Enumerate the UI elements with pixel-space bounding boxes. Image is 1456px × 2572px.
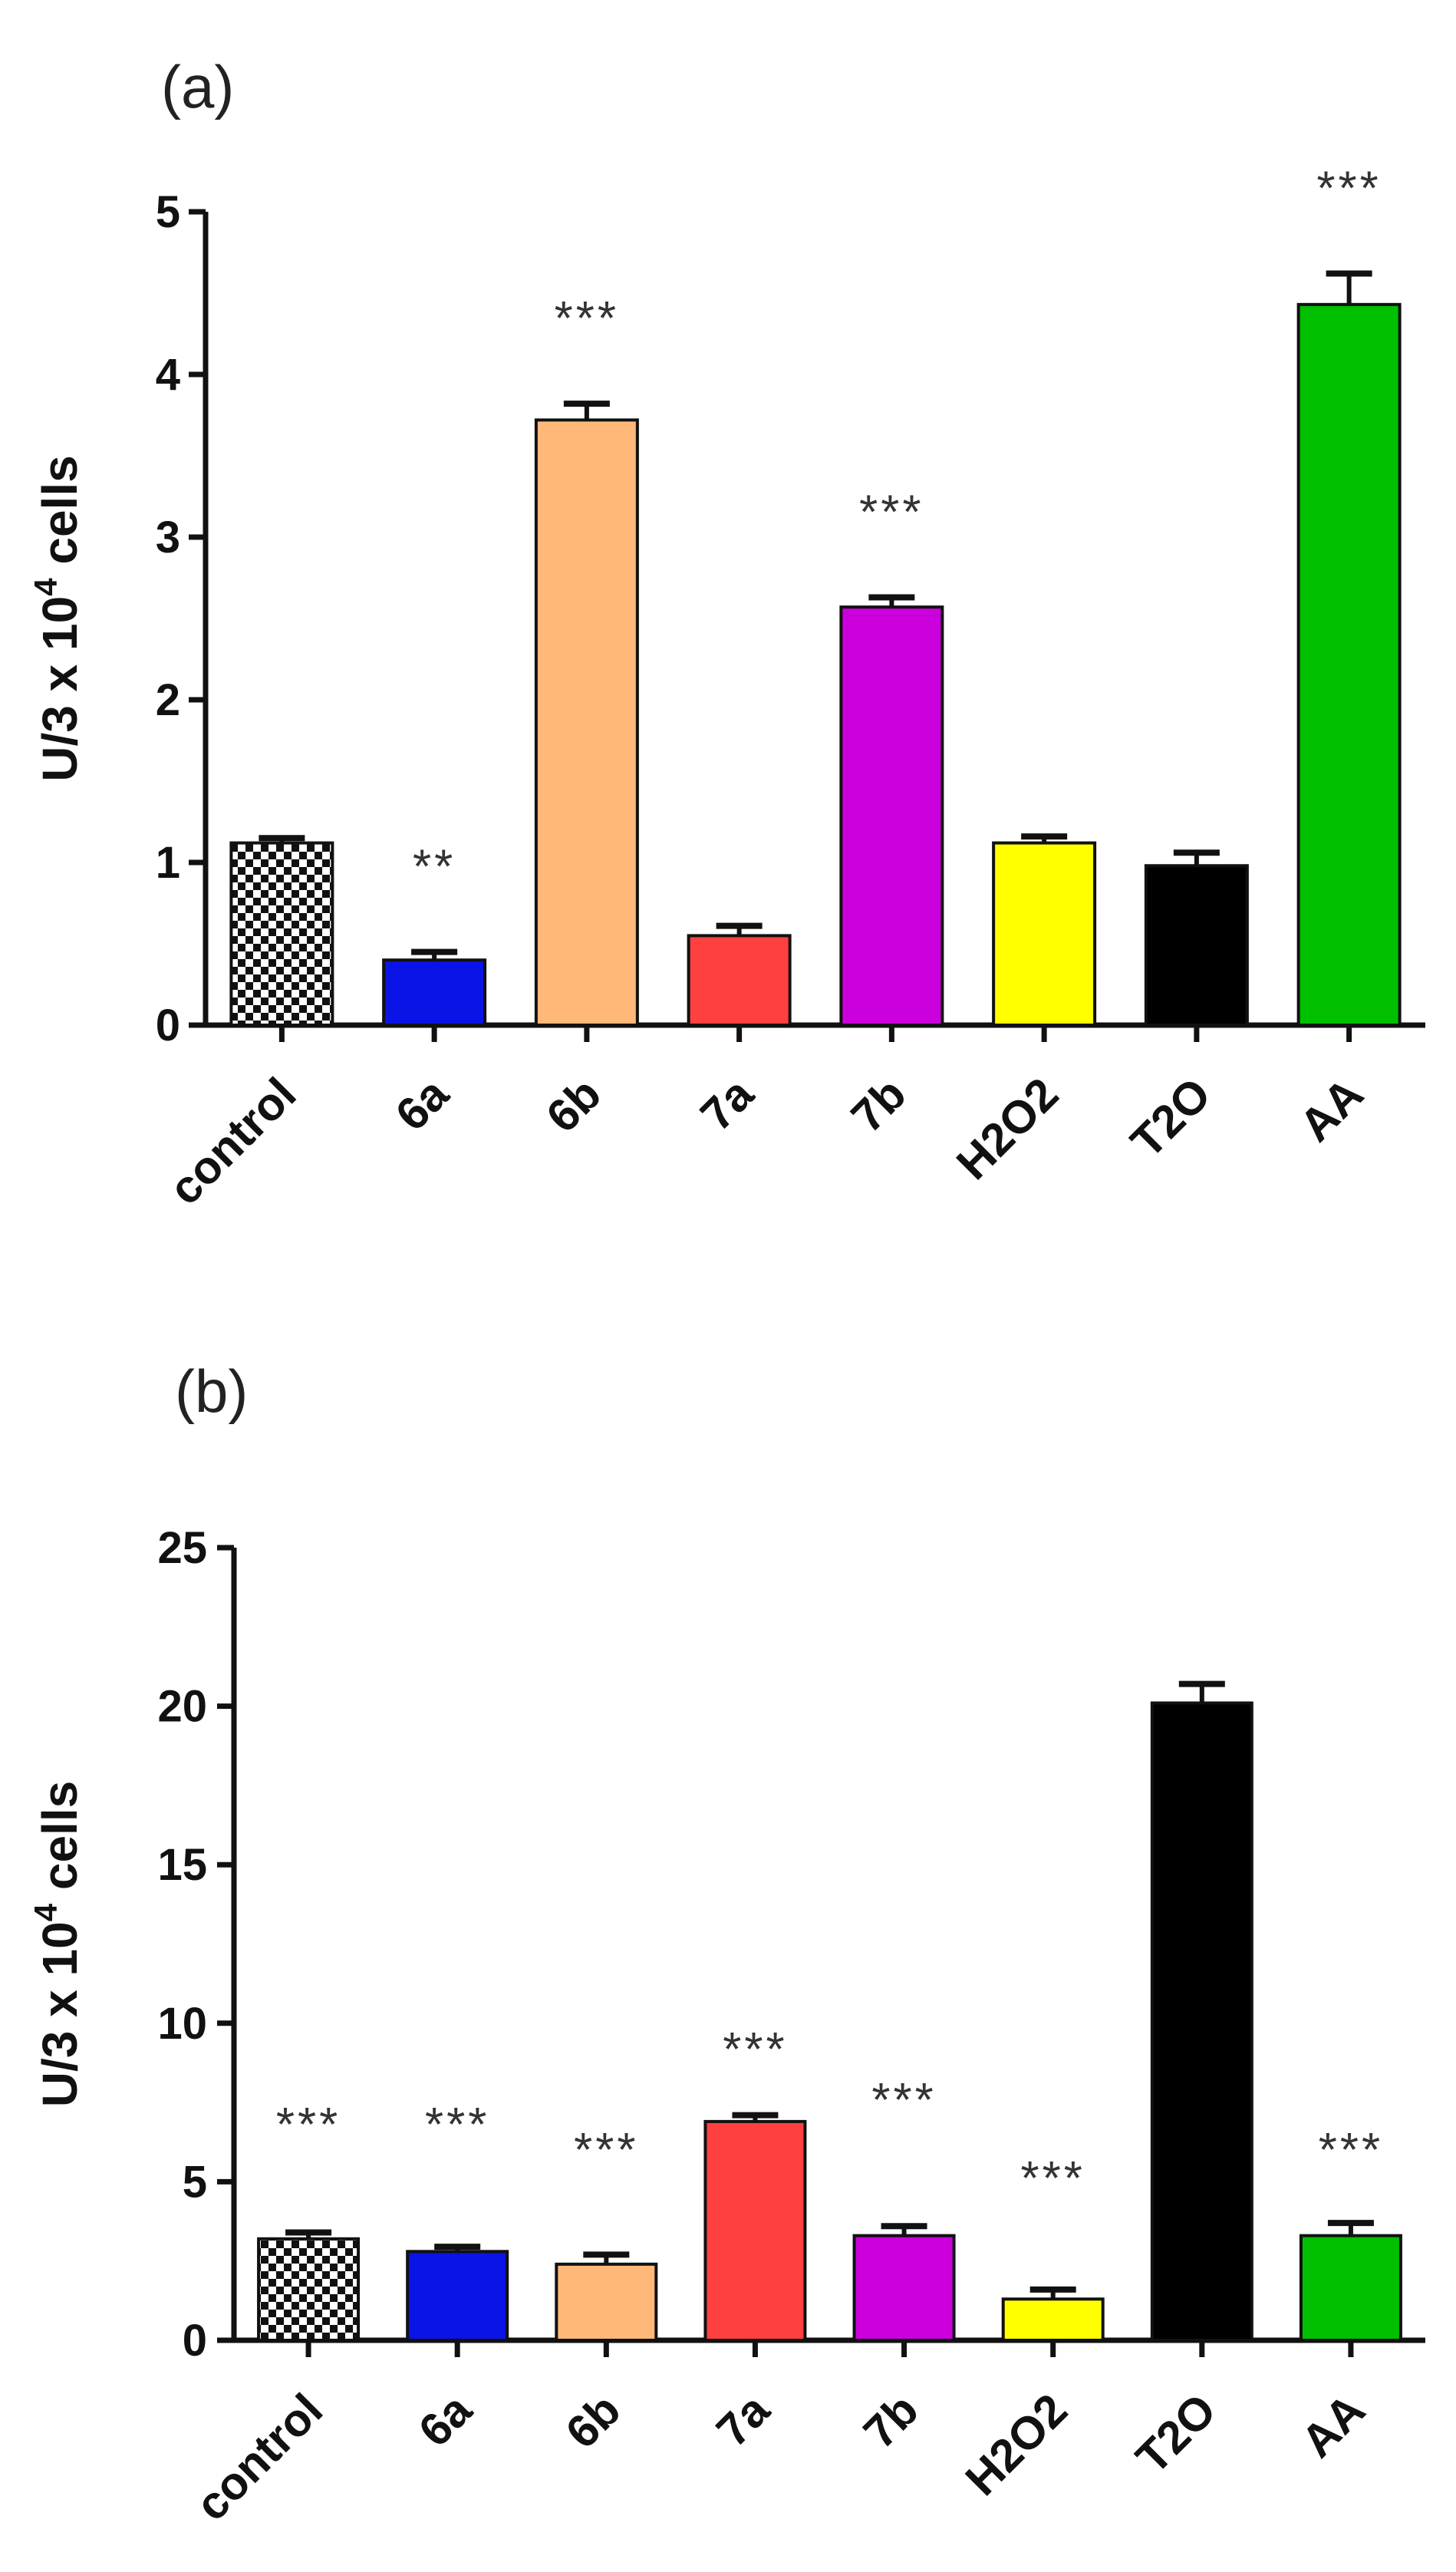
- y-axis-label-main: U/3 x 10: [32, 596, 87, 782]
- y-axis-label: U/3 x 104 cells: [28, 1781, 87, 2107]
- y-tick-label: 5: [156, 187, 180, 237]
- category-label-aa: AA: [1290, 1068, 1373, 1152]
- y-tick-label: 5: [183, 2157, 207, 2207]
- bar-6a: [406, 2250, 509, 2342]
- chart-panel-b: (b) 0 5 10 15 20 25 U/3 x 104 cells control *** 6a…: [28, 1357, 1425, 2531]
- category-label-6b: 6b: [556, 2384, 631, 2458]
- significance-label-aa: ***: [1316, 163, 1381, 216]
- category-label-6a: 6a: [409, 2383, 482, 2456]
- y-tick-label: 25: [157, 1523, 207, 1573]
- significance-label-6b: ***: [555, 292, 619, 345]
- category-label-control: control: [159, 1068, 305, 1215]
- significance-label-6a: ***: [425, 2099, 489, 2152]
- y-axis-label-superscript: 4: [28, 578, 64, 596]
- category-label-h2o2: H2O2: [956, 2384, 1077, 2505]
- significance-label-h2o2: ***: [1020, 2152, 1085, 2205]
- bar-control: [229, 841, 334, 1027]
- bar-7a: [703, 2119, 807, 2343]
- bar-h2o2: [992, 841, 1097, 1027]
- y-tick-label: 0: [156, 1001, 180, 1050]
- bar-control: [257, 2237, 361, 2342]
- y-axis-label-main: U/3 x 10: [32, 1921, 87, 2107]
- bar-6b: [555, 2262, 658, 2343]
- category-label-7a: 7a: [690, 1067, 763, 1140]
- y-tick-label: 3: [156, 513, 180, 562]
- y-tick-label: 0: [183, 2316, 207, 2366]
- bar-7b: [839, 605, 944, 1027]
- significance-label-7b: ***: [871, 2074, 936, 2127]
- bar-t2o: [1144, 864, 1249, 1027]
- y-tick-label: 4: [156, 350, 180, 400]
- bar-6b: [534, 418, 639, 1027]
- y-tick-label: 1: [156, 838, 180, 888]
- significance-label-7a: ***: [723, 2023, 787, 2076]
- significance-label-aa: ***: [1319, 2124, 1383, 2177]
- bar-aa: [1296, 302, 1402, 1027]
- bar-7a: [687, 934, 792, 1027]
- bar-t2o: [1150, 1701, 1253, 2342]
- bar-6a: [382, 958, 487, 1027]
- y-tick-label: 20: [157, 1682, 207, 1732]
- category-label-aa: AA: [1291, 2384, 1375, 2468]
- panel-label: (a): [161, 53, 234, 120]
- category-label-t2o: T2O: [1121, 1068, 1220, 1168]
- y-axis-label-suffix: cells: [32, 455, 87, 578]
- y-axis-label-superscript: 4: [28, 1903, 64, 1921]
- category-label-7b: 7b: [842, 1068, 916, 1143]
- y-tick-label: 10: [157, 1999, 207, 2049]
- category-label-6a: 6a: [386, 1067, 459, 1140]
- bar-h2o2: [1001, 2297, 1105, 2342]
- bar-7b: [852, 2234, 956, 2343]
- category-label-6b: 6b: [536, 1068, 611, 1143]
- category-label-7b: 7b: [854, 2384, 928, 2458]
- bar-aa: [1299, 2234, 1402, 2343]
- panel-label: (b): [175, 1357, 248, 1425]
- y-tick-label: 15: [157, 1840, 207, 1890]
- category-label-7a: 7a: [707, 2383, 779, 2456]
- category-label-h2o2: H2O2: [947, 1068, 1068, 1189]
- y-axis-label-suffix: cells: [32, 1781, 87, 1904]
- y-tick-label: 2: [156, 675, 180, 725]
- significance-label-7b: ***: [859, 486, 924, 539]
- significance-label-6b: ***: [574, 2124, 638, 2177]
- significance-label-control: ***: [276, 2099, 341, 2152]
- y-axis-label: U/3 x 104 cells: [28, 455, 87, 781]
- significance-label-6a: **: [413, 841, 456, 894]
- category-label-t2o: T2O: [1126, 2384, 1226, 2484]
- category-label-control: control: [186, 2384, 332, 2531]
